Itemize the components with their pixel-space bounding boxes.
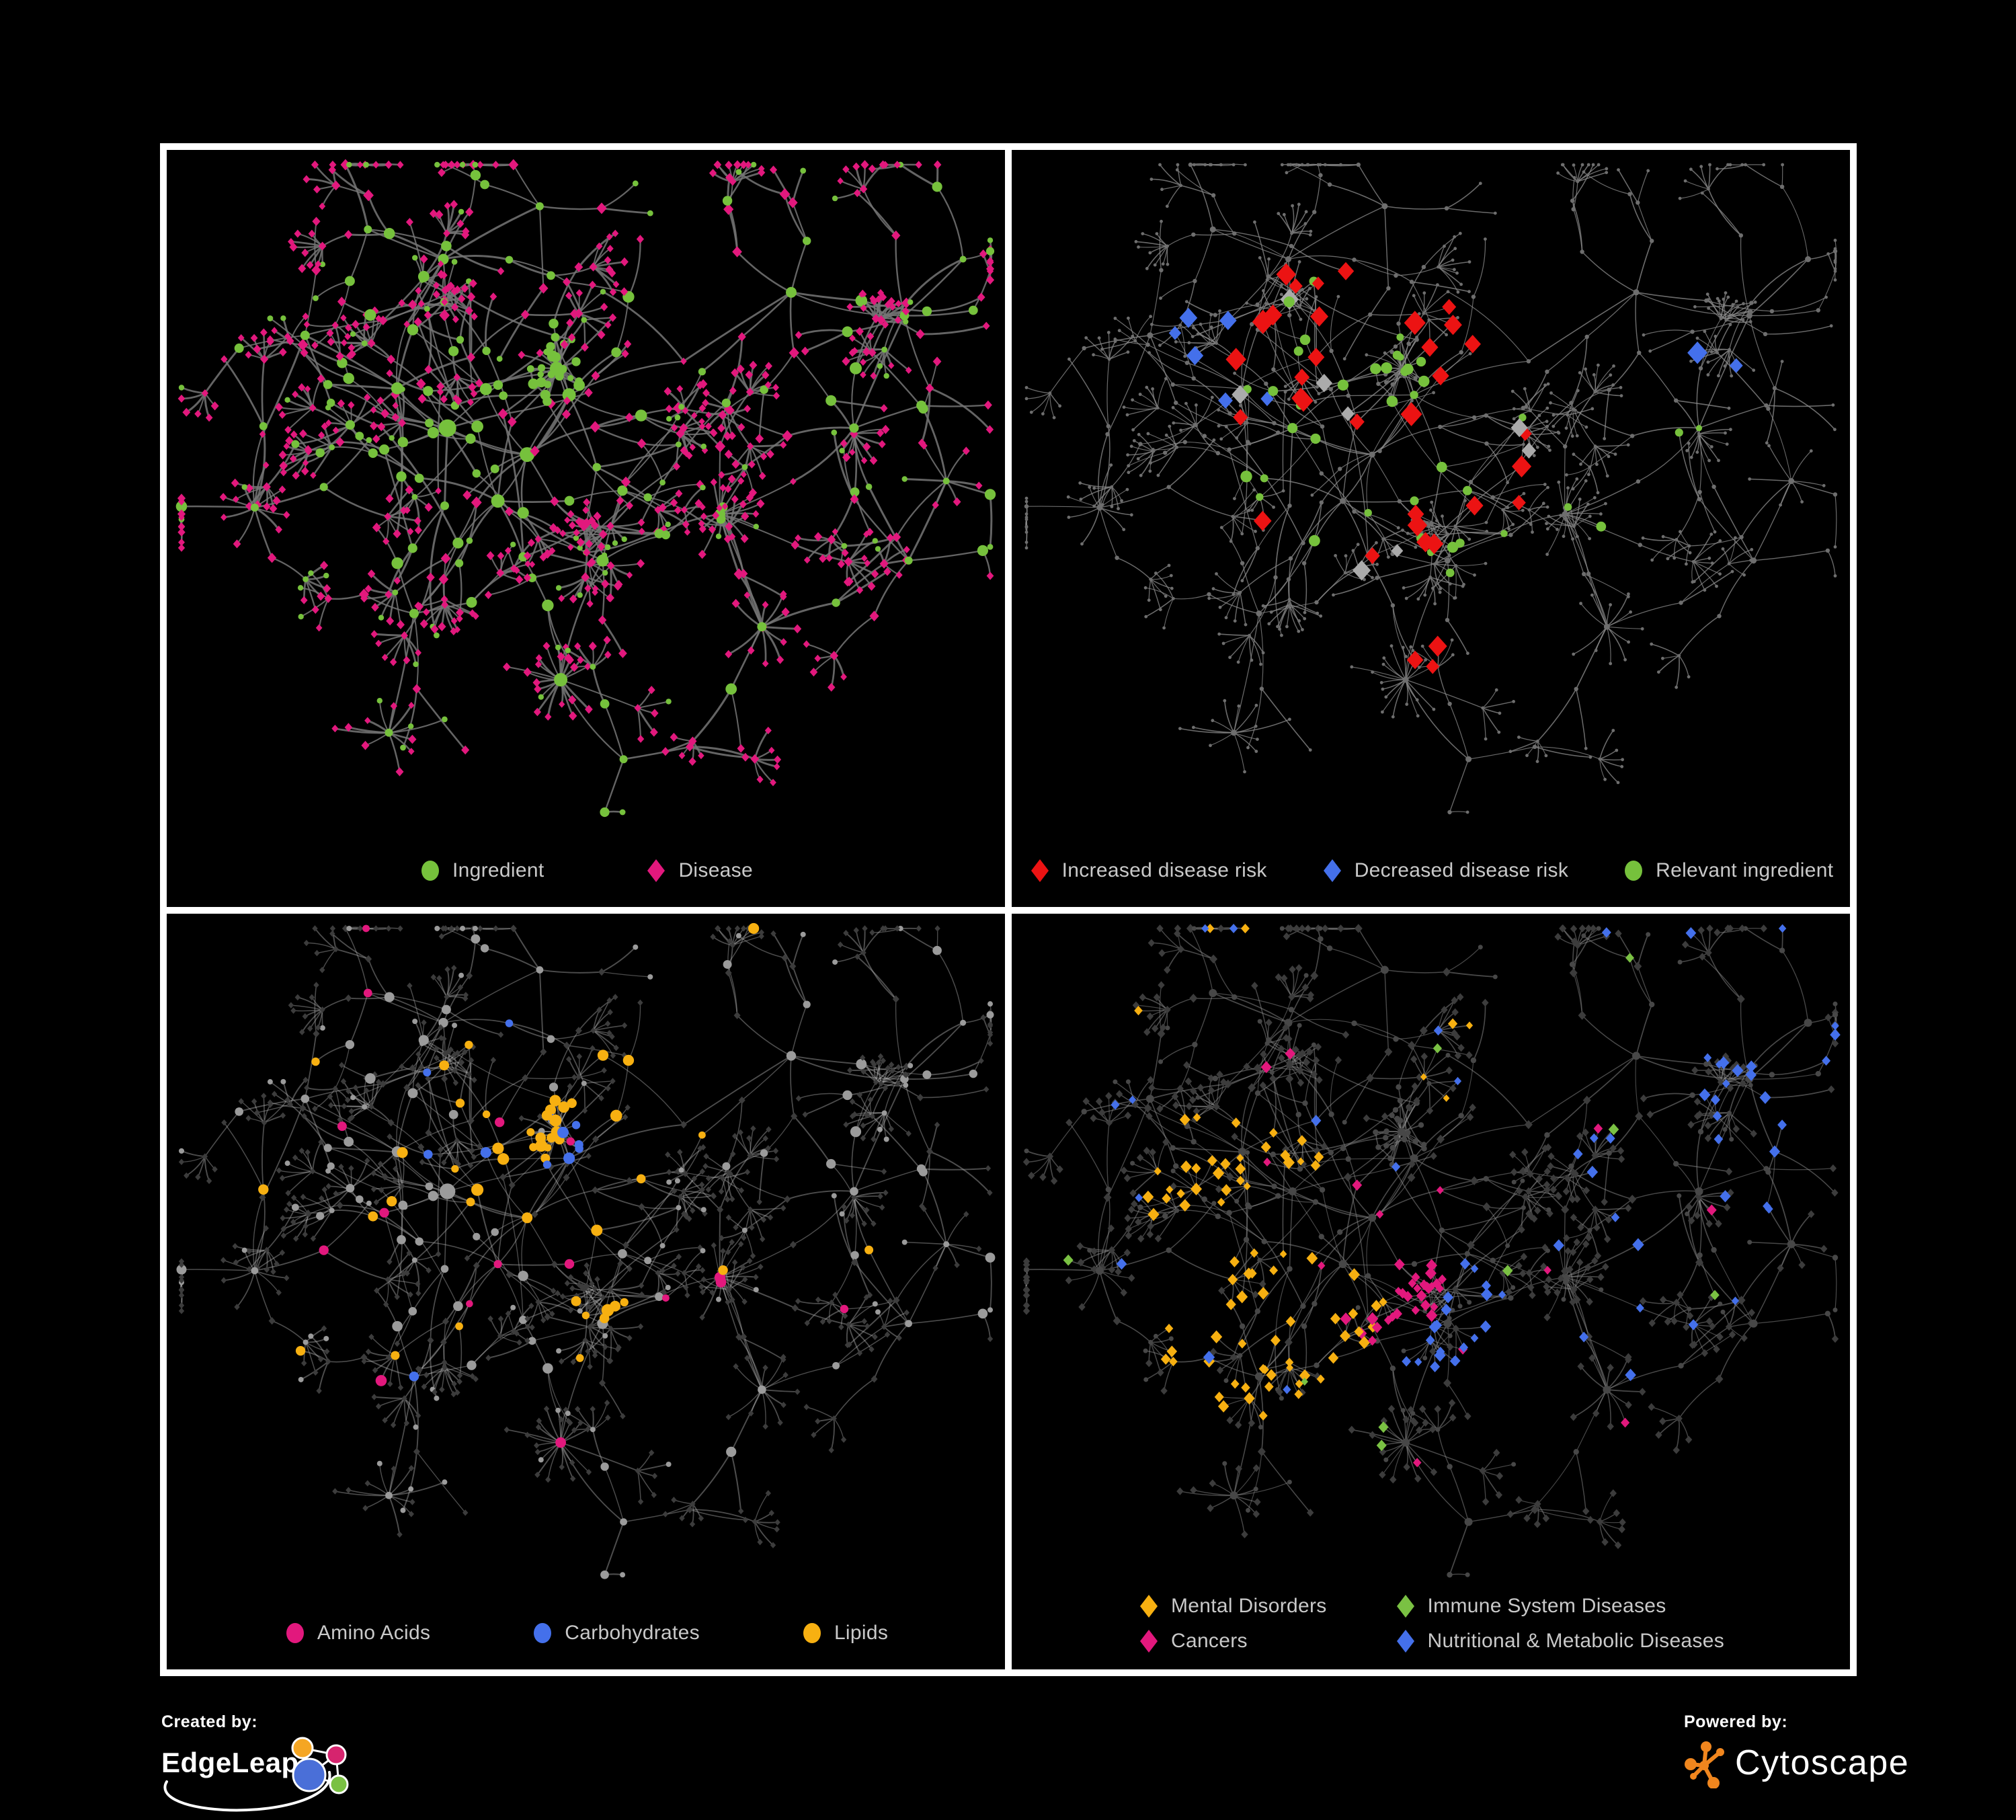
legend-item: Cancers [1137,1628,1327,1655]
legend-marker-diamond-icon [1396,1595,1414,1618]
panel-disease-risk: Increased disease risk Decreased disease … [1012,150,1850,907]
cytoscape-logo: Cytoscape [1684,1736,1966,1790]
legend-item: Nutritional & Metabolic Diseases [1394,1628,1724,1655]
legend-label: Mental Disorders [1171,1595,1327,1617]
legend-marker-diamond-icon [1323,859,1341,882]
legend-marker-circle-icon [1625,861,1643,881]
legend-item: Increased disease risk [1029,857,1267,884]
legend-item: Lipids [801,1620,888,1647]
legend-item: Disease [645,857,753,884]
legend-marker-circle-icon [534,1623,552,1643]
legend-item: Immune System Diseases [1394,1593,1724,1620]
legend-marker-diamond-icon [1140,1595,1158,1618]
legend-marker-circle-icon [421,861,440,881]
legend-marker-diamond-icon [1031,859,1049,882]
panel-ingredient-disease: Ingredient Disease [167,150,1005,907]
legend-item: Carbohydrates [531,1620,700,1647]
legend-marker-circle-icon [803,1623,821,1643]
legend-marker-diamond-icon [647,859,666,882]
legend-label: Decreased disease risk [1354,859,1569,881]
legend-label: Nutritional & Metabolic Diseases [1427,1630,1724,1652]
legend-label: Lipids [834,1622,889,1644]
legend-label: Cancers [1171,1630,1248,1652]
network-nutrient-categories [176,922,996,1579]
legend-label: Disease [678,859,753,881]
created-by-label: Created by: [161,1712,258,1731]
panel-disease-categories: Mental Disorders Immune System Diseases Ca… [1012,914,1850,1669]
network-ingredient-disease [175,159,996,818]
legend-ingredient-disease: Ingredient Disease [167,857,1005,884]
edgeleap-wordmark: EdgeLeap [161,1747,299,1778]
legend-disease-categories: Mental Disorders Immune System Diseases Ca… [1012,1593,1850,1655]
panel-grid: Ingredient Disease Increased disease risk… [160,143,1857,1676]
legend-marker-diamond-icon [1396,1630,1414,1653]
powered-by-label: Powered by: [1684,1712,1788,1731]
legend-item: Decreased disease risk [1321,857,1568,884]
edgeleap-network-icon [291,1737,349,1794]
legend-label: Increased disease risk [1061,859,1267,881]
edgeleap-swoosh-icon [163,1771,331,1812]
powered-by-credit: Powered by: Cytoscape [1684,1712,1966,1793]
legend-label: Relevant ingredient [1656,859,1834,881]
legend-nutrient-categories: Amino Acids Carbohydrates Lipids [167,1620,1005,1647]
legend-label: Carbohydrates [565,1622,700,1644]
network-disease-categories [1022,923,1841,1578]
legend-marker-circle-icon [286,1623,304,1643]
legend-label: Immune System Diseases [1427,1595,1666,1617]
network-disease-risk [1024,162,1838,815]
cytoscape-wordmark: Cytoscape [1735,1743,1910,1782]
legend-disease-risk: Increased disease risk Decreased disease … [1012,857,1850,884]
edgeleap-logo: EdgeLeap [161,1737,390,1812]
legend-item: Ingredient [419,857,544,884]
cytoscape-network-icon [1685,1741,1724,1788]
legend-label: Ingredient [452,859,545,881]
created-by-credit: Created by: EdgeLeap [161,1712,390,1813]
legend-marker-diamond-icon [1140,1630,1158,1653]
legend-item: Mental Disorders [1137,1593,1327,1620]
panel-nutrient-categories: Amino Acids Carbohydrates Lipids [167,914,1005,1669]
legend-item: Amino Acids [284,1620,430,1647]
legend-label: Amino Acids [317,1622,431,1644]
legend-item: Relevant ingredient [1622,857,1833,884]
